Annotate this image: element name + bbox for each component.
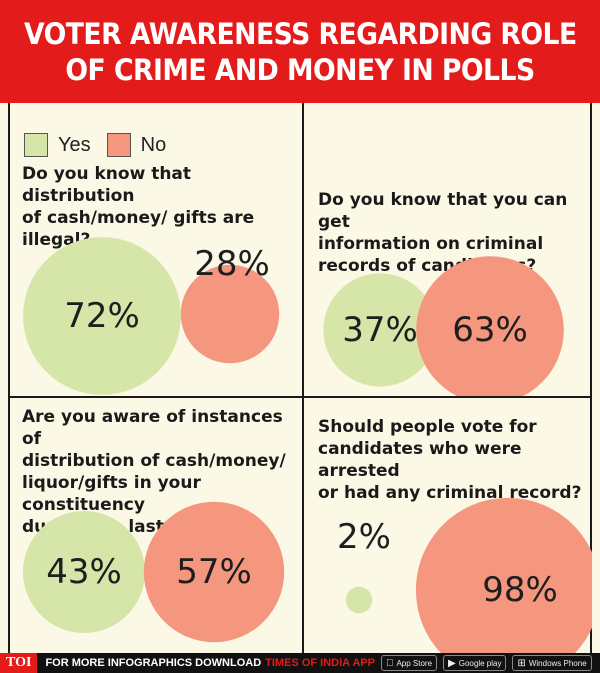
header-banner: VOTER AWARENESS REGARDING ROLE OF CRIME … <box>0 0 600 103</box>
chart-4: 2% 98% <box>337 497 592 653</box>
apple-icon:  <box>386 658 394 669</box>
windows-phone-label: Windows Phone <box>521 658 587 668</box>
bubble-charts: 72% 28% 37% 63% 43% 57% 2% 98% <box>23 237 592 653</box>
chart-3: 43% 57% <box>23 501 285 643</box>
play-icon: ▶ <box>440 657 456 669</box>
windows-phone-badge[interactable]: ⊞ Windows Phone <box>509 655 592 671</box>
percent-label-no-3: 57% <box>176 552 252 592</box>
bubble-no-4 <box>415 497 592 653</box>
bubble-yes-1 <box>23 237 181 395</box>
percent-label-yes-1: 72% <box>64 296 140 336</box>
bubble-yes-4 <box>345 586 373 614</box>
bubble-no-1 <box>180 264 280 364</box>
bubble-no-2 <box>416 256 564 396</box>
legend-no-swatch <box>106 133 131 157</box>
chart-1: 72% 28% <box>23 237 280 395</box>
windows-icon: ⊞ <box>509 657 525 669</box>
google-play-badge[interactable]: ▶ Google play <box>440 655 507 671</box>
chart-2: 37% 63% <box>323 256 564 396</box>
footer-bar: TOI FOR MORE INFOGRAPHICS DOWNLOAD TIMES… <box>0 653 600 673</box>
legend-yes-swatch <box>24 133 48 157</box>
footer-app-name: TIMES OF INDIA APP <box>265 657 375 669</box>
percent-label-yes-4: 2% <box>337 517 391 557</box>
app-store-label: App Store <box>388 658 432 668</box>
app-store-badge[interactable]: App Store <box>380 655 438 671</box>
title-line-1: VOTER AWARENESS REGARDING ROLE <box>23 16 577 51</box>
legend-yes-label: Yes <box>58 133 91 156</box>
legend: Yes No <box>24 133 182 157</box>
horizontal-divider <box>8 396 592 398</box>
percent-label-yes-2: 37% <box>342 310 418 350</box>
panel-frame <box>8 103 592 653</box>
percent-label-no-2: 63% <box>452 310 528 350</box>
percent-label-yes-3: 43% <box>46 552 122 592</box>
google-play-label: Google play <box>451 658 502 668</box>
legend-no-label: No <box>140 133 167 156</box>
footer-brand: TOI <box>0 653 38 673</box>
footer-text: FOR MORE INFOGRAPHICS DOWNLOAD <box>45 657 262 669</box>
bubble-yes-2 <box>323 273 437 387</box>
question-4: Should people vote for candidates who we… <box>318 417 582 503</box>
title-line-2: OF CRIME AND MONEY IN POLLS <box>65 52 535 87</box>
percent-label-no-1: 28% <box>194 244 270 284</box>
percent-label-no-4: 98% <box>482 570 558 610</box>
bubble-no-3 <box>143 501 285 643</box>
bubble-yes-3 <box>23 511 145 633</box>
vertical-divider <box>302 103 304 653</box>
